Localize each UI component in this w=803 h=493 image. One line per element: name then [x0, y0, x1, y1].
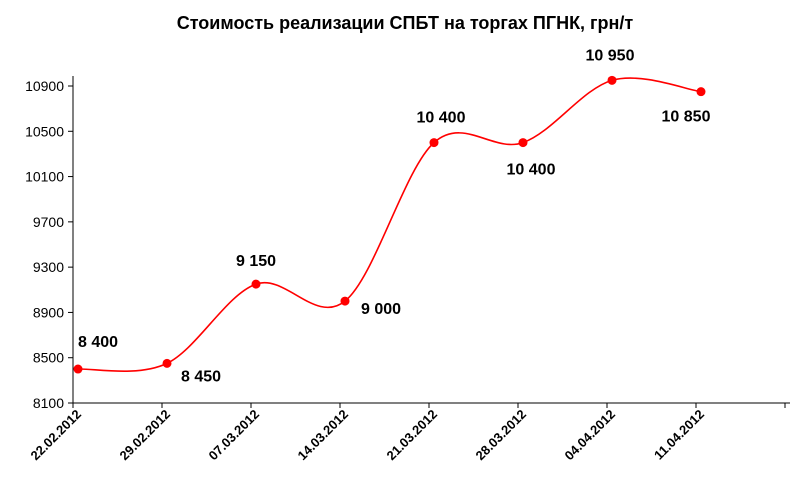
data-point [607, 75, 617, 85]
chart-title: Стоимость реализации СПБТ на торгах ПГНК… [177, 13, 634, 33]
data-point [251, 279, 261, 289]
data-point [340, 296, 350, 306]
data-point [696, 87, 706, 97]
data-label: 9 000 [361, 301, 401, 318]
data-point [429, 138, 439, 148]
x-tick-label: 04.04.2012 [561, 407, 618, 464]
y-tick-label: 8100 [33, 395, 64, 411]
x-tick-label: 29.02.2012 [116, 407, 173, 464]
x-tick-label: 28.03.2012 [472, 407, 529, 464]
x-axis-ticks: 22.02.2012 29.02.2012 07.03.2012 14.03.2012… [27, 403, 786, 464]
x-tick-label: 21.03.2012 [383, 407, 440, 464]
y-tick-label: 9300 [33, 259, 64, 275]
data-label: 10 950 [586, 47, 635, 64]
y-tick-label: 9700 [33, 214, 64, 230]
y-tick-label: 10900 [25, 78, 64, 94]
x-tick-label: 07.03.2012 [205, 407, 262, 464]
data-point [518, 138, 528, 148]
x-tick-label: 22.02.2012 [27, 407, 84, 464]
data-label: 10 400 [417, 110, 466, 127]
data-point [73, 364, 83, 374]
y-tick-label: 10500 [25, 123, 64, 139]
data-label: 10 850 [662, 109, 711, 126]
axes [72, 76, 790, 404]
data-label: 8 400 [78, 334, 118, 351]
x-tick-label: 14.03.2012 [294, 407, 351, 464]
data-label: 10 400 [507, 162, 556, 179]
data-label: 8 450 [181, 368, 221, 385]
y-tick-label: 8500 [33, 350, 64, 366]
y-tick-label: 10100 [25, 169, 64, 185]
data-markers [73, 75, 706, 374]
y-axis-ticks: 8100 8500 8900 9300 9700 10100 10500 10900 [25, 78, 73, 411]
x-tick-label: 11.04.2012 [651, 407, 707, 463]
data-labels: 8 400 8 450 9 150 9 000 10 400 10 400 10 950 10… [78, 47, 711, 385]
data-point [162, 358, 172, 368]
y-tick-label: 8900 [33, 304, 64, 320]
data-label: 9 150 [236, 253, 276, 270]
series-line [77, 77, 702, 373]
